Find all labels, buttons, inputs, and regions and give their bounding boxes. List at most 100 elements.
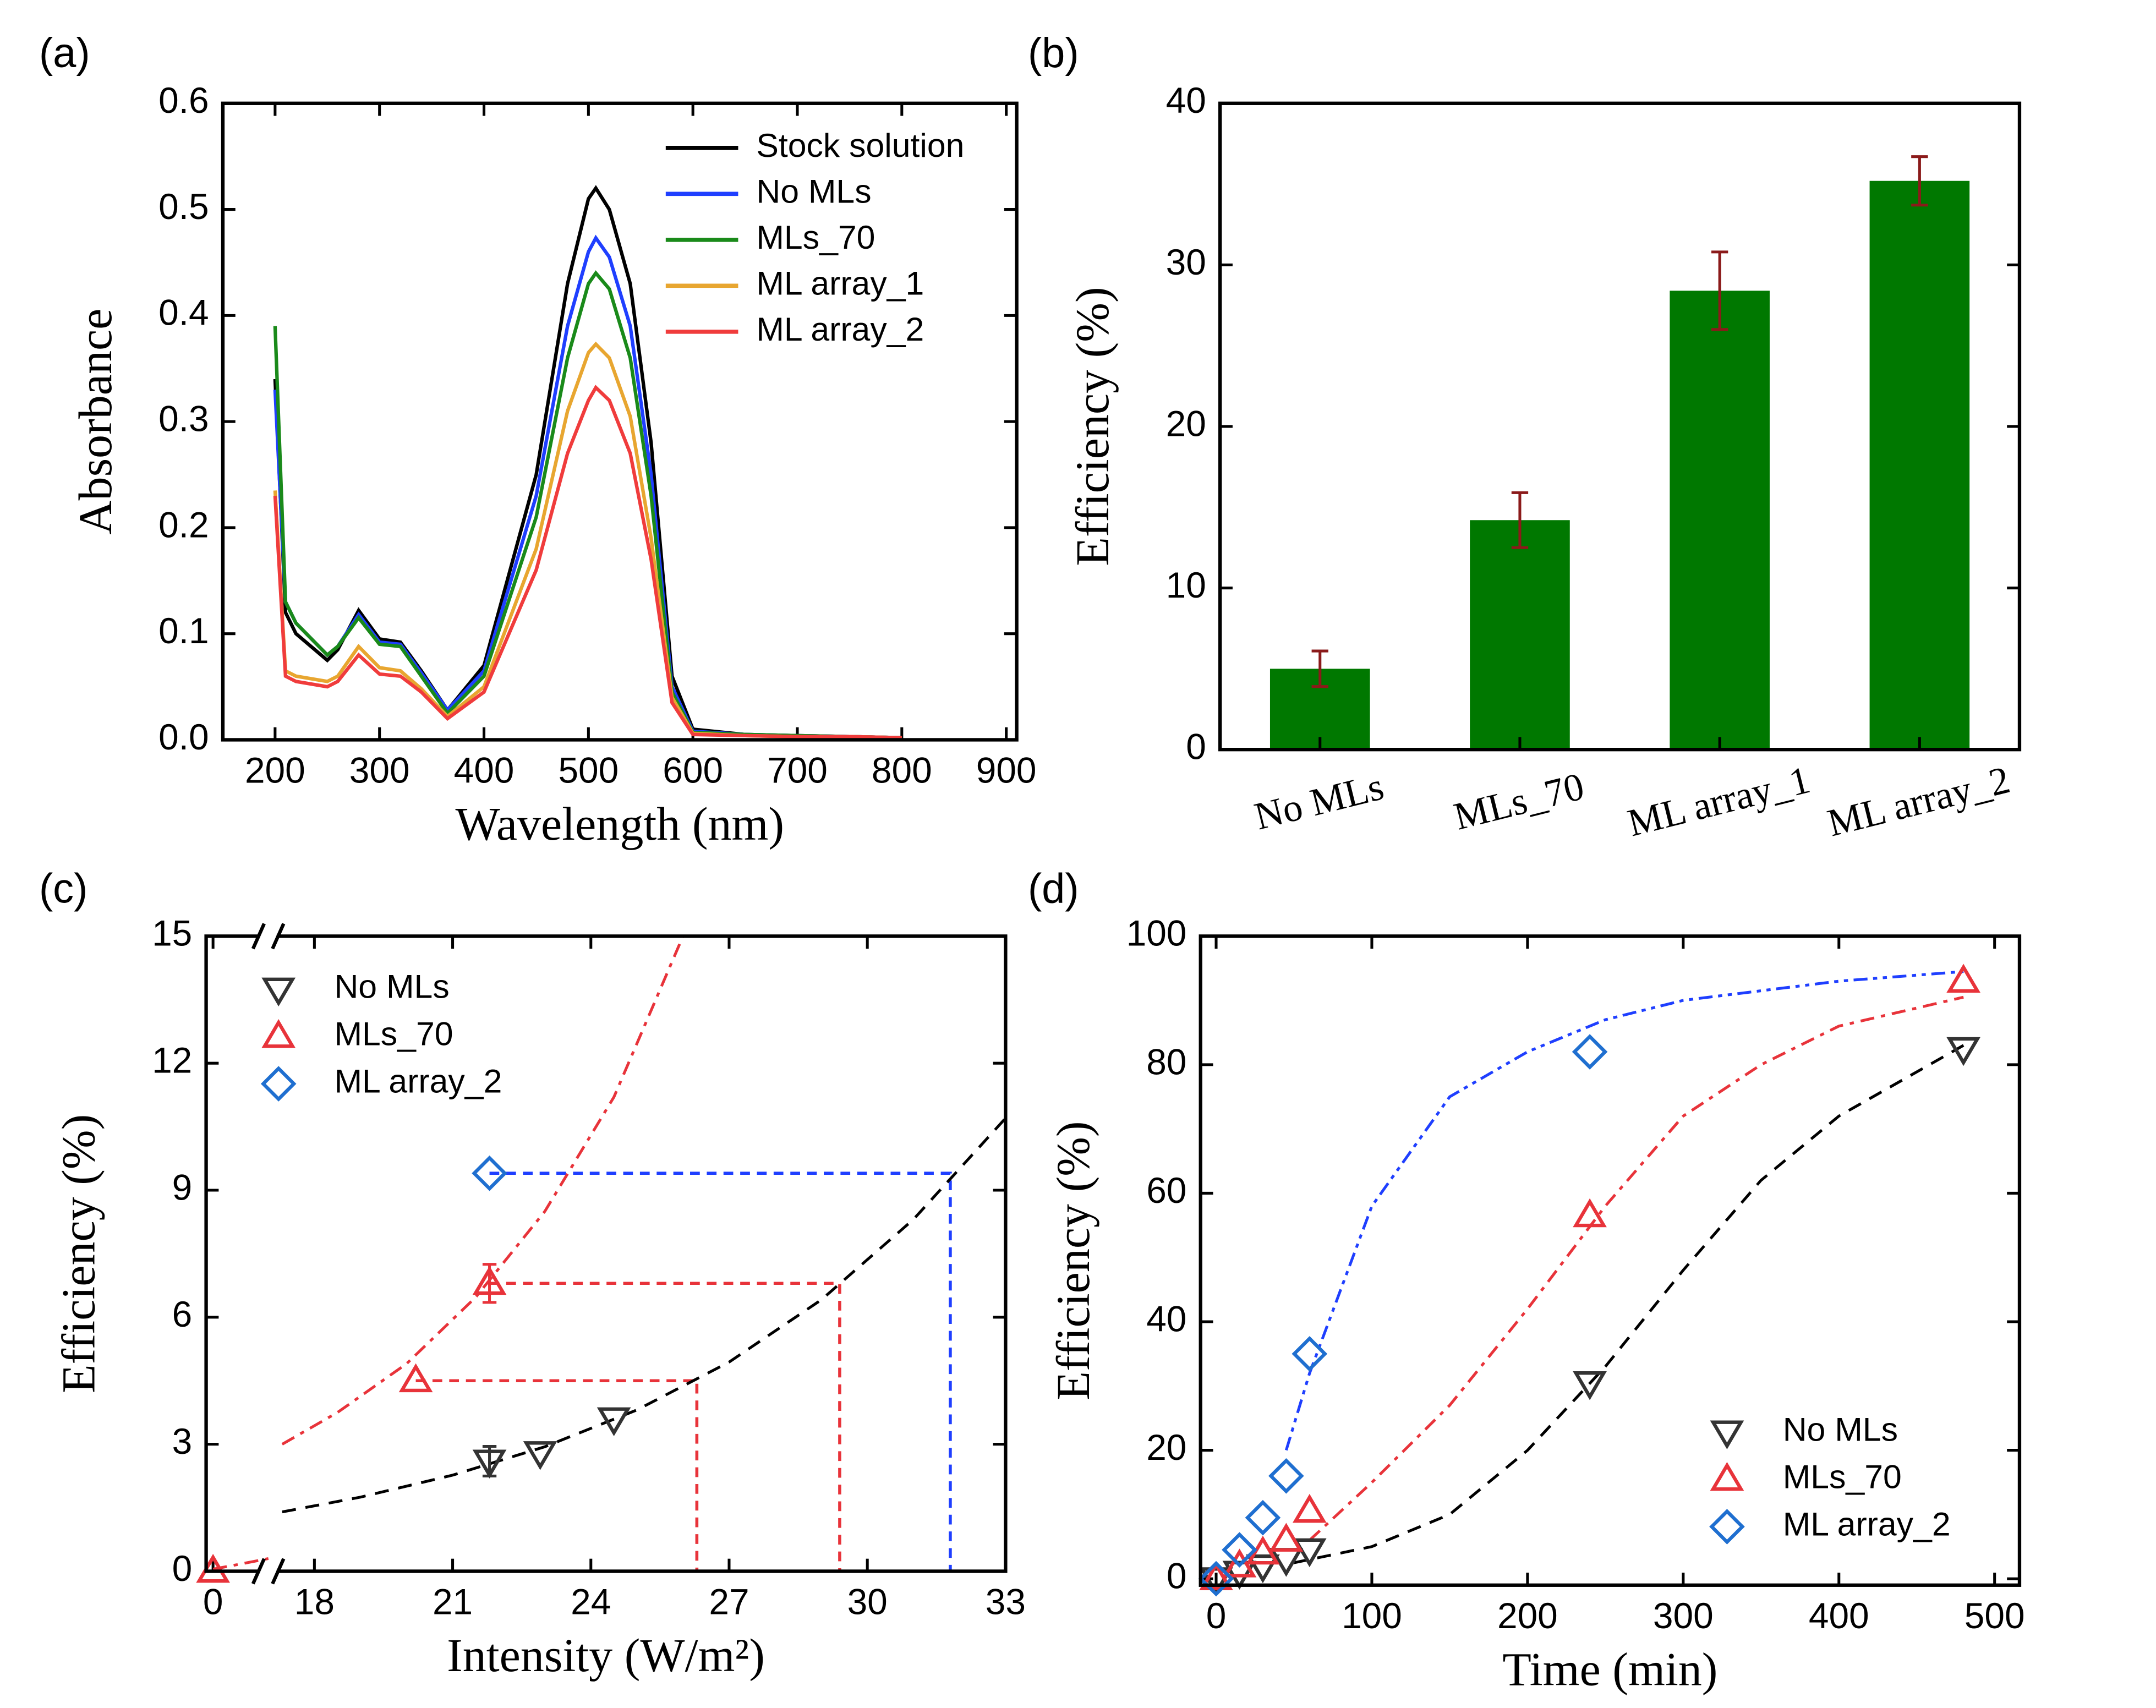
legend-label: MLs_70 <box>756 218 875 256</box>
marker <box>1946 964 1980 993</box>
error-bar <box>1911 155 1928 207</box>
marker <box>1268 1458 1304 1494</box>
marker <box>472 1266 507 1295</box>
legend-label: ML array_1 <box>756 264 924 302</box>
x-tick-label: 21 <box>433 1581 473 1622</box>
y-axis-title: Efficiency (%) <box>52 1114 105 1393</box>
panel-label: (a) <box>39 30 90 76</box>
y-tick-label: 0.1 <box>158 610 209 651</box>
fit-line <box>1284 970 1964 1451</box>
y-tick-label: 6 <box>172 1294 193 1334</box>
marker <box>1573 1371 1607 1400</box>
y-tick-label: 3 <box>172 1421 193 1461</box>
y-tick-label: 0 <box>172 1548 193 1589</box>
bar <box>1470 520 1570 750</box>
x-tick-label: 30 <box>847 1581 888 1622</box>
y-tick-label: 0.3 <box>158 398 209 439</box>
y-tick-label: 20 <box>1146 1427 1186 1468</box>
x-axis-title: Time (min) <box>1502 1643 1717 1696</box>
panel-label: (b) <box>1028 30 1079 76</box>
guide-line <box>489 1171 952 1572</box>
x-tick-label: ML array_2 <box>1823 758 2014 845</box>
x-axis-title: Intensity (W/m²) <box>447 1629 765 1682</box>
x-tick-label: 600 <box>663 750 723 791</box>
guide-line <box>415 1379 699 1572</box>
legend-label: MLs_70 <box>1783 1458 1902 1495</box>
y-tick-label: 60 <box>1146 1170 1186 1211</box>
marker <box>1572 1034 1608 1070</box>
legend-marker <box>1710 1461 1744 1491</box>
y-tick-label: 100 <box>1126 913 1187 954</box>
y-tick-label: 0.6 <box>158 80 209 121</box>
x-tick-label: 900 <box>976 750 1037 791</box>
x-tick-label: No MLs <box>1250 765 1388 838</box>
bar <box>1670 291 1770 750</box>
marker <box>1292 1493 1327 1523</box>
axis-frame <box>204 934 1008 1573</box>
legend-label: Stock solution <box>756 127 964 164</box>
marker <box>1199 1567 1233 1596</box>
y-tick-label: 0.5 <box>158 186 209 227</box>
axis-break-gap <box>260 1565 277 1577</box>
y-tick-label: 15 <box>152 913 192 954</box>
panel: (c) Efficiency (%) Intensity (W/m²) 0 3 6 9 12 1… <box>39 865 1026 1682</box>
marker <box>1246 1554 1280 1584</box>
x-tick-label: 0 <box>1206 1595 1227 1636</box>
panel: (a) Absorbance Wavelength (nm) 0.0 0.1 0.2 0.3… <box>39 30 1037 850</box>
legend-label: ML array_2 <box>1783 1506 1951 1543</box>
marker <box>1222 1532 1257 1568</box>
fit-line <box>281 936 685 1446</box>
y-tick-label: 0.4 <box>158 292 209 333</box>
y-tick-label: 80 <box>1146 1041 1186 1082</box>
x-tick-label: 18 <box>294 1581 335 1622</box>
axis-frame <box>221 101 1019 742</box>
y-tick-label: 40 <box>1146 1298 1186 1339</box>
x-tick-label: MLs_70 <box>1449 765 1588 839</box>
x-tick-label: 500 <box>558 750 619 791</box>
legend-marker <box>260 1066 297 1102</box>
y-tick-label: 10 <box>1166 565 1206 605</box>
line <box>273 385 902 740</box>
marker <box>523 1441 557 1470</box>
x-tick-label: ML array_1 <box>1623 758 1814 845</box>
marker <box>1198 1561 1234 1597</box>
y-axis-title: Efficiency (%) <box>1047 1121 1099 1400</box>
marker <box>1573 1198 1607 1228</box>
y-tick-label: 0 <box>1167 1555 1187 1596</box>
marker <box>1292 1538 1327 1568</box>
legend-label: ML array_2 <box>756 310 924 348</box>
x-tick-label: 500 <box>1965 1595 2025 1636</box>
y-axis-title: Efficiency (%) <box>1066 287 1119 566</box>
x-tick-label: 200 <box>245 750 305 791</box>
panel-label: (c) <box>39 865 88 912</box>
marker <box>597 1407 631 1437</box>
error-bar <box>1711 250 1728 331</box>
legend-label: No MLs <box>1783 1410 1898 1448</box>
y-tick-label: 20 <box>1166 403 1206 444</box>
guide-line <box>489 1282 841 1572</box>
axis-break <box>251 923 286 950</box>
bar <box>1869 180 1970 750</box>
legend-label: No MLs <box>334 968 449 1005</box>
x-axis-title: Wavelength (nm) <box>456 797 785 850</box>
y-tick-label: 0.0 <box>158 716 209 757</box>
x-tick-label: 700 <box>767 750 828 791</box>
fit-line <box>1294 1044 1965 1564</box>
y-tick-label: 40 <box>1166 80 1206 121</box>
marker <box>472 1155 507 1191</box>
x-tick-label: 24 <box>571 1581 611 1622</box>
legend-marker <box>261 1019 296 1048</box>
legend-marker <box>1710 1420 1744 1449</box>
error-bar <box>1311 649 1328 688</box>
x-tick-label: 300 <box>1653 1595 1714 1636</box>
panel: (d) Efficiency (%) Time (min) 0 20 40 60 80 100 0… <box>1028 865 2025 1695</box>
marker <box>472 1449 507 1479</box>
panel: (b) Efficiency (%) 0 10 20 30 40 No MLs MLs_70 ML… <box>1028 30 2022 845</box>
y-tick-label: 0 <box>1186 726 1206 767</box>
plot-area <box>273 185 902 740</box>
x-tick-label: 300 <box>349 750 410 791</box>
x-tick-label: 27 <box>709 1581 749 1622</box>
legend-label: ML array_2 <box>334 1063 502 1100</box>
marker <box>1292 1336 1328 1372</box>
